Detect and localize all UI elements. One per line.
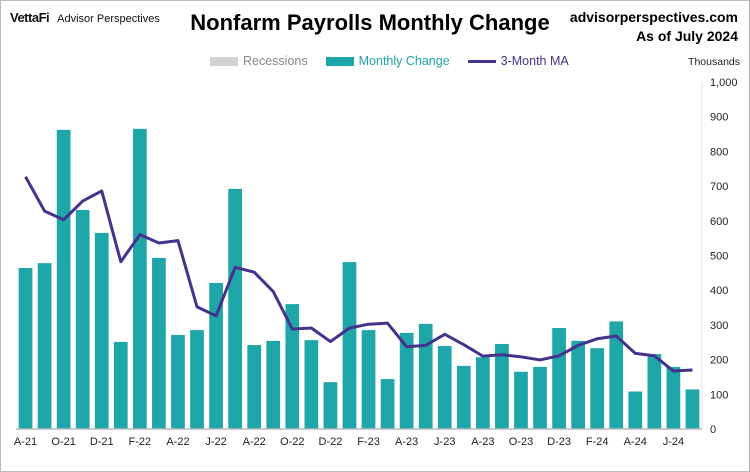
x-tick-label: F-23 xyxy=(357,436,380,448)
x-tick-label: D-21 xyxy=(90,436,114,448)
x-tick-label: A-22 xyxy=(166,436,189,448)
bar-monthly-change xyxy=(552,328,566,429)
bar-monthly-change xyxy=(628,391,643,429)
x-tick-label: A-23 xyxy=(395,436,418,448)
y-tick-label: 500 xyxy=(710,251,728,263)
y-tick-label: 700 xyxy=(710,181,728,193)
x-tick-label: D-22 xyxy=(318,436,342,448)
y-tick-label: 300 xyxy=(710,320,728,332)
legend: Recessions Monthly Change 3-Month MA xyxy=(210,54,569,68)
logo: VettaFi Advisor Perspectives xyxy=(10,10,160,25)
y-tick-label: 900 xyxy=(710,112,728,124)
x-tick-label: O-21 xyxy=(51,436,75,448)
bar-monthly-change xyxy=(18,267,33,429)
bar-monthly-change xyxy=(209,282,223,429)
bar-monthly-change xyxy=(533,366,547,429)
x-tick-label: A-24 xyxy=(624,436,647,448)
legend-monthly-change: Monthly Change xyxy=(325,54,450,68)
bar-monthly-change xyxy=(37,263,52,429)
legend-recessions: Recessions xyxy=(210,54,308,68)
bar-monthly-change xyxy=(228,188,242,429)
x-tick-label: A-22 xyxy=(243,436,266,448)
bar-monthly-change xyxy=(342,262,357,429)
bar-monthly-change xyxy=(514,371,528,429)
bar-monthly-change xyxy=(361,330,376,429)
y-axis-label: Thousands xyxy=(688,56,740,68)
x-tick-label: J-24 xyxy=(663,436,684,448)
x-tick-label: A-23 xyxy=(471,436,494,448)
x-tick-label: A-21 xyxy=(14,436,37,448)
bar-monthly-change xyxy=(304,340,319,429)
site-info: advisorperspectives.com As of July 2024 xyxy=(570,8,738,46)
x-tick-label: F-22 xyxy=(129,436,152,448)
bar-monthly-change xyxy=(56,129,71,430)
bar-monthly-change xyxy=(590,348,605,429)
legend-3-month-ma: 3-Month MA xyxy=(467,54,569,68)
bar-monthly-change xyxy=(75,210,90,429)
bar-monthly-change xyxy=(247,345,262,429)
chart-title: Nonfarm Payrolls Monthly Change xyxy=(190,10,550,35)
bar-monthly-change xyxy=(456,365,471,429)
bar-monthly-change xyxy=(647,354,662,429)
bar-monthly-change xyxy=(609,321,624,429)
bar-monthly-change xyxy=(113,341,128,429)
site-url: advisorperspectives.com xyxy=(569,9,738,25)
x-tick-label: D-23 xyxy=(547,436,571,448)
bar-monthly-change xyxy=(495,343,509,429)
bar-monthly-change xyxy=(666,366,681,429)
x-tick-label: O-23 xyxy=(509,436,533,448)
y-tick-label: 100 xyxy=(710,389,728,401)
y-tick-label: 200 xyxy=(710,355,728,367)
bar-monthly-change xyxy=(323,382,338,429)
bar-monthly-change xyxy=(266,340,281,429)
y-tick-label: 1,000 xyxy=(710,77,738,89)
bar-monthly-change xyxy=(399,332,414,429)
y-tick-label: 0 xyxy=(710,424,716,436)
bar-monthly-change xyxy=(171,334,185,429)
bar-monthly-change xyxy=(418,323,433,429)
x-tick-label: J-23 xyxy=(434,436,455,448)
bar-monthly-change xyxy=(152,257,166,429)
bar-monthly-change xyxy=(571,340,585,429)
x-tick-label: F-24 xyxy=(586,436,609,448)
x-tick-label: J-22 xyxy=(205,436,226,448)
legend-line xyxy=(467,59,496,63)
x-tick-label: O-22 xyxy=(280,436,304,448)
bar-monthly-change xyxy=(133,128,147,429)
bar-monthly-change xyxy=(476,357,490,429)
bar-monthly-change xyxy=(285,304,300,429)
bar-monthly-change xyxy=(685,389,700,429)
y-tick-label: 800 xyxy=(710,146,728,158)
legend-swatch xyxy=(325,56,354,66)
line-3-month-ma xyxy=(24,176,693,373)
y-tick-label: 600 xyxy=(710,216,728,228)
bar-monthly-change xyxy=(94,232,109,429)
legend-swatch xyxy=(210,56,238,66)
bar-monthly-change xyxy=(437,346,452,429)
y-tick-label: 400 xyxy=(710,285,728,297)
as-of-date: As of July 2024 xyxy=(636,28,738,44)
bar-monthly-change xyxy=(190,330,204,429)
bar-monthly-change xyxy=(380,379,395,429)
